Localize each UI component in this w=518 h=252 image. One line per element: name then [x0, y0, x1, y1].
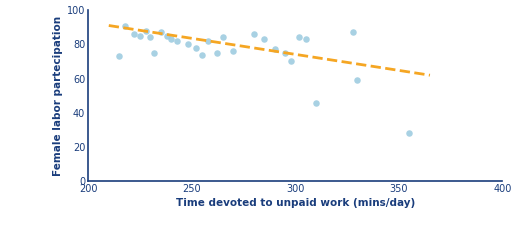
Point [183, 42, 192, 46]
Point [121, 23, 130, 27]
Point [136, 34, 144, 38]
Point [405, 132, 413, 136]
Point [287, 59, 295, 64]
Y-axis label: Female labor partecipation: Female labor partecipation [53, 16, 63, 176]
Point [281, 51, 289, 55]
Point [212, 51, 221, 55]
Point [192, 46, 200, 50]
X-axis label: Time devoted to unpaid work (mins/day): Time devoted to unpaid work (mins/day) [176, 198, 415, 208]
Point [156, 30, 165, 34]
Point [115, 54, 123, 58]
Point [150, 51, 159, 55]
Point [146, 36, 154, 40]
Point [295, 36, 304, 40]
Point [167, 37, 175, 41]
Point [270, 47, 279, 51]
Point [142, 29, 150, 33]
Point [130, 32, 138, 36]
Point [198, 53, 206, 57]
Point [250, 32, 258, 36]
Point [353, 78, 362, 82]
Point [173, 39, 181, 43]
Point [260, 37, 268, 41]
Point [312, 101, 320, 105]
Point [229, 49, 237, 53]
Point [219, 36, 227, 40]
Point [163, 34, 171, 38]
Point [204, 39, 212, 43]
Point [301, 37, 310, 41]
Point [349, 30, 357, 34]
